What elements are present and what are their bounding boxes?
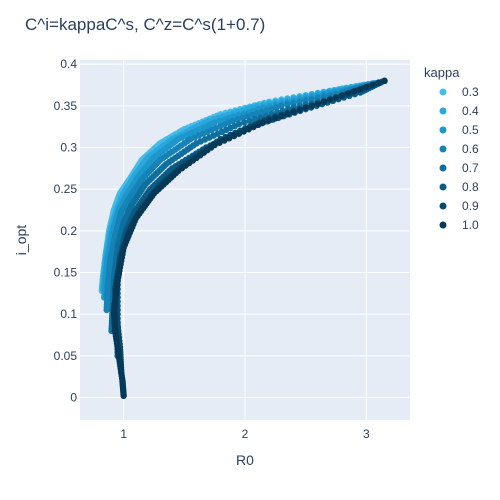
y-tick-label: 0.2: [60, 224, 77, 238]
data-point: [333, 94, 339, 100]
legend-label: 0.3: [462, 85, 479, 99]
data-point: [345, 90, 351, 96]
legend-marker: [440, 108, 447, 115]
legend-label: 0.7: [462, 161, 479, 175]
y-tick-label: 0.3: [60, 141, 77, 155]
data-point: [339, 92, 345, 98]
legend-marker: [440, 222, 447, 229]
y-tick-label: 0.05: [54, 349, 78, 363]
data-point: [236, 121, 242, 127]
data-point: [241, 119, 247, 125]
y-tick-label: 0: [70, 391, 77, 405]
data-point: [321, 98, 327, 104]
data-point: [309, 103, 315, 109]
y-axis: 0 0.05 0.1 0.15 0.2 0.25 0.3 0.35 0.4: [54, 57, 78, 404]
data-point: [375, 80, 381, 86]
legend-label: 0.4: [462, 104, 479, 118]
y-tick-label: 0.35: [54, 99, 78, 113]
y-tick-label: 0.15: [54, 266, 78, 280]
legend: kappa 0.3 0.4 0.5 0.6 0.7 0.8 0.9 1.0: [424, 65, 479, 232]
data-point: [272, 115, 278, 121]
data-point: [363, 84, 369, 90]
data-point: [381, 78, 387, 84]
legend-title: kappa: [424, 65, 460, 80]
x-axis-title: R0: [236, 452, 254, 468]
y-tick-label: 0.1: [60, 307, 77, 321]
data-point: [290, 109, 296, 115]
data-point: [302, 105, 308, 111]
legend-item[interactable]: 0.7: [440, 161, 480, 175]
legend-label: 0.6: [462, 142, 479, 156]
legend-marker: [440, 184, 447, 191]
data-point: [260, 119, 266, 125]
legend-marker: [440, 127, 447, 134]
data-point: [315, 101, 321, 107]
data-point: [357, 86, 363, 92]
y-axis-title: i_opt: [13, 225, 29, 255]
x-tick-label: 2: [242, 427, 249, 441]
legend-label: 0.5: [462, 123, 479, 137]
x-axis: 1 2 3: [120, 427, 370, 441]
y-tick-label: 0.25: [54, 182, 78, 196]
x-tick-label: 1: [120, 427, 127, 441]
legend-marker: [440, 146, 447, 153]
legend-label: 0.8: [462, 180, 479, 194]
legend-item[interactable]: 0.3: [440, 85, 480, 99]
x-tick-label: 3: [363, 427, 370, 441]
legend-item[interactable]: 1.0: [440, 218, 480, 232]
legend-item[interactable]: 0.9: [440, 199, 480, 213]
data-point: [351, 88, 357, 94]
chart-title: C^i=kappaC^s, C^z=C^s(1+0.7): [25, 15, 265, 34]
data-point: [369, 82, 375, 88]
legend-label: 0.9: [462, 199, 479, 213]
legend-marker: [440, 89, 447, 96]
legend-item[interactable]: 0.8: [440, 180, 480, 194]
legend-label: 1.0: [462, 218, 479, 232]
legend-item[interactable]: 0.6: [440, 142, 480, 156]
data-point: [327, 96, 333, 102]
legend-marker: [440, 165, 447, 172]
legend-marker: [440, 203, 447, 210]
data-point: [296, 107, 302, 113]
data-point: [266, 117, 272, 123]
y-tick-label: 0.4: [60, 57, 77, 71]
data-point: [284, 111, 290, 117]
legend-item[interactable]: 0.5: [440, 123, 480, 137]
legend-item[interactable]: 0.4: [440, 104, 480, 118]
data-point: [278, 113, 284, 119]
